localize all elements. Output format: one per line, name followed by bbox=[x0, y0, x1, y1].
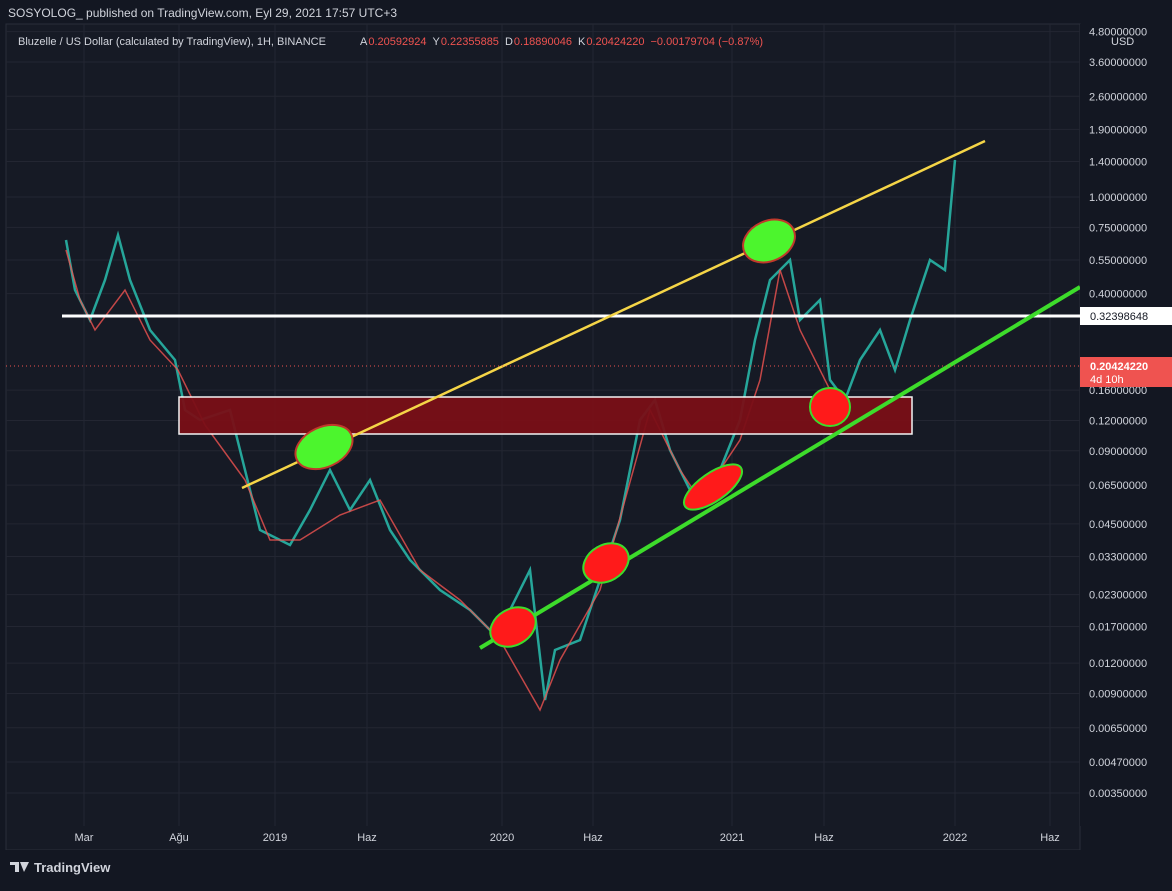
price-label: 0.12000000 bbox=[1089, 415, 1147, 427]
price-label: 1.40000000 bbox=[1089, 157, 1147, 169]
logo bbox=[10, 862, 29, 872]
time-label: Ağu bbox=[169, 832, 189, 844]
price-label: 0.06500000 bbox=[1089, 480, 1147, 492]
price-label: 0.00900000 bbox=[1089, 688, 1147, 700]
time-label: Mar bbox=[75, 832, 94, 844]
price-label: 0.55000000 bbox=[1089, 255, 1147, 267]
price-label: 3.60000000 bbox=[1089, 57, 1147, 69]
time-label: 2020 bbox=[490, 832, 514, 844]
lower-trendline bbox=[478, 285, 1082, 650]
time-label: Haz bbox=[814, 832, 834, 844]
price-badge-bg bbox=[1080, 357, 1172, 387]
price-label: 1.00000000 bbox=[1089, 192, 1147, 204]
line-badge-bg bbox=[1080, 307, 1172, 325]
price-label: 2.60000000 bbox=[1089, 91, 1147, 103]
ohlc-value: 0.18890046 bbox=[514, 36, 572, 48]
price-label: 0.04500000 bbox=[1089, 519, 1147, 531]
line-badge: 0.32398648 bbox=[1090, 311, 1148, 323]
price-label: 1.90000000 bbox=[1089, 124, 1147, 136]
marker-ellipse bbox=[582, 542, 630, 584]
price-label: 0.02300000 bbox=[1089, 590, 1147, 602]
time-label: 2021 bbox=[720, 832, 744, 844]
currency: USD bbox=[1111, 36, 1134, 48]
brand: TradingView bbox=[34, 860, 111, 875]
publisher: SOSYOLOG_ published on TradingView.com, … bbox=[8, 6, 397, 20]
ohlc-key: K bbox=[578, 36, 586, 48]
marker-ellipse bbox=[294, 423, 354, 471]
symbol: Bluzelle / US Dollar (calculated by Trad… bbox=[18, 36, 326, 48]
time-labels: Mar Ağu 2019 Haz 2020 Haz 2021 Haz 2022 Haz bbox=[75, 832, 1060, 844]
price-label: 0.75000000 bbox=[1089, 222, 1147, 234]
resistance-zone bbox=[178, 396, 913, 435]
chart-pane bbox=[5, 23, 1081, 851]
marker-ellipse bbox=[683, 463, 743, 511]
ohlc-value: 0.22355885 bbox=[441, 36, 499, 48]
time-label: 2022 bbox=[943, 832, 967, 844]
price-axis bbox=[1080, 24, 1172, 826]
price-label: 0.01700000 bbox=[1089, 621, 1147, 633]
price-label: 0.03300000 bbox=[1089, 552, 1147, 564]
ohlc: A 0.20592924 Y 0.22355885 D 0.18890046 K 0.2042… bbox=[360, 36, 763, 48]
time-label: Haz bbox=[1040, 832, 1060, 844]
time-label: Haz bbox=[583, 832, 603, 844]
price-badge: 0.20424220 bbox=[1090, 361, 1148, 373]
price-labels: 4.80000000 3.60000000 2.60000000 1.90000000… bbox=[1089, 27, 1147, 800]
price-label: 0.00350000 bbox=[1089, 788, 1147, 800]
time-label: 2019 bbox=[263, 832, 287, 844]
footer bbox=[0, 850, 1172, 886]
ohlc-value: 0.20592924 bbox=[368, 36, 426, 48]
price-label: 4.80000000 bbox=[1089, 27, 1147, 39]
change: −0.00179704 (−0.87%) bbox=[650, 36, 763, 48]
marker-ellipse bbox=[809, 387, 851, 427]
time-label: Haz bbox=[357, 832, 377, 844]
price-label: 0.00650000 bbox=[1089, 723, 1147, 735]
price-label: 0.01200000 bbox=[1089, 658, 1147, 670]
marker-ellipse bbox=[742, 218, 796, 264]
ohlc-key: D bbox=[505, 36, 513, 48]
price-label: 0.00470000 bbox=[1089, 757, 1147, 769]
upper-trendline bbox=[241, 139, 986, 490]
price-label: 0.40000000 bbox=[1089, 289, 1147, 301]
ohlc-key: Y bbox=[432, 36, 440, 48]
ohlc-key: A bbox=[360, 36, 368, 48]
price-label: 0.09000000 bbox=[1089, 446, 1147, 458]
marker-ellipse bbox=[489, 606, 537, 648]
price-label: 0.16000000 bbox=[1089, 385, 1147, 397]
countdown: 4d 10h bbox=[1090, 374, 1124, 386]
ohlc-value: 0.20424220 bbox=[586, 36, 644, 48]
